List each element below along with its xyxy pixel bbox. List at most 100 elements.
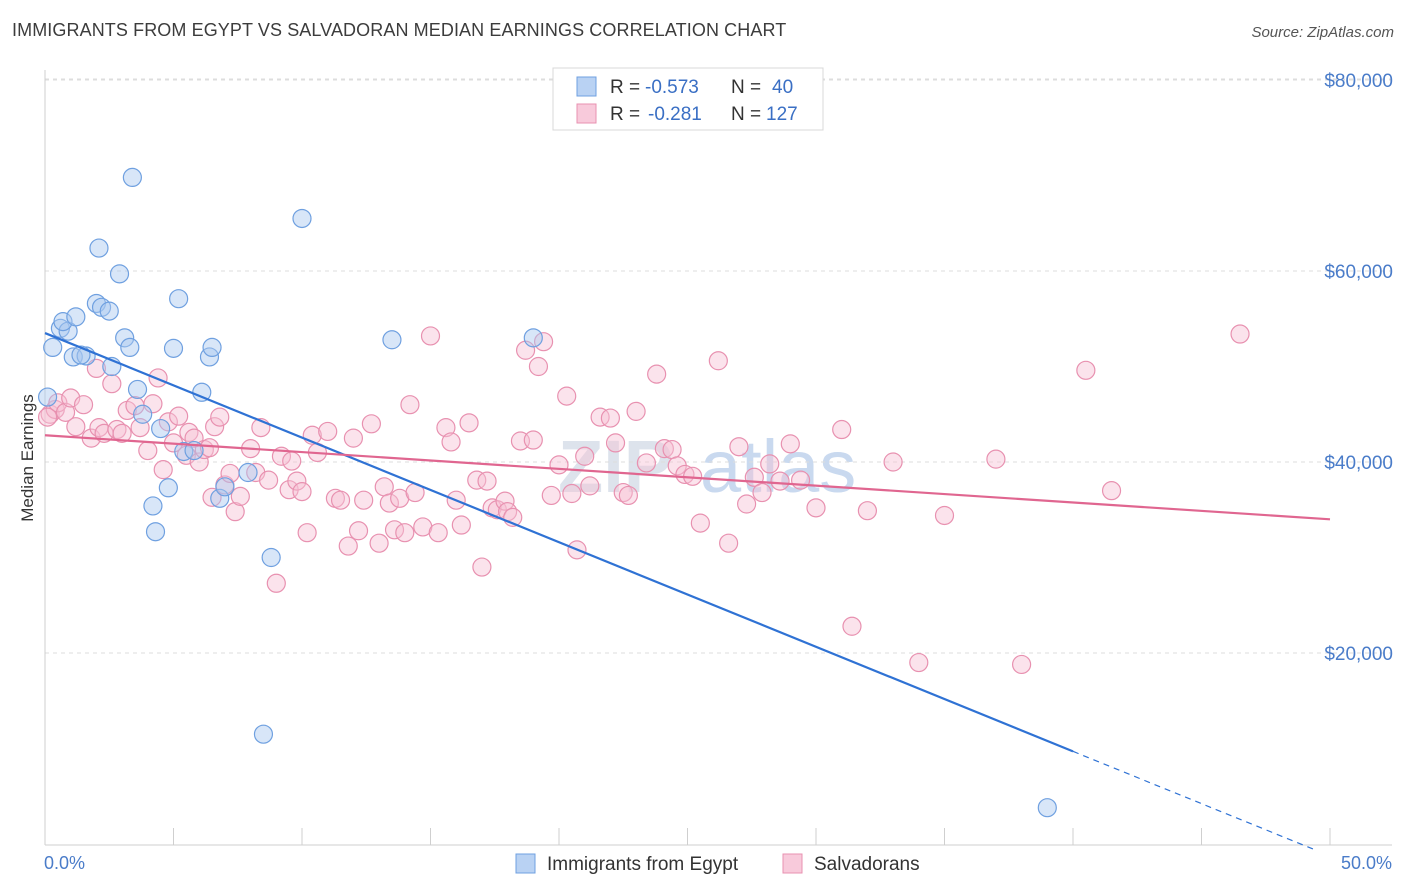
salvadorans-point-50 xyxy=(318,421,338,442)
salvadorans-point-122 xyxy=(883,452,903,472)
salvadorans-point-115 xyxy=(770,471,790,491)
y-tick-label-2: $60,000 xyxy=(1324,262,1393,283)
salvadorans-point-130 xyxy=(37,407,58,427)
salvadorans-point-102 xyxy=(654,439,674,459)
salvadorans-point-119 xyxy=(832,419,852,440)
egypt-point-13 xyxy=(109,264,130,284)
salvadorans-point-123 xyxy=(909,652,929,673)
bottom-legend-label-salvadorans: Salvadorans xyxy=(814,854,920,875)
egypt-point-12 xyxy=(89,238,109,258)
egypt-point-4 xyxy=(53,312,73,332)
egypt-point-5 xyxy=(66,307,86,327)
salvadorans-point-54 xyxy=(343,428,363,448)
stats-legend-box xyxy=(552,67,824,131)
bottom-legend-label-egypt: Immigrants from Egypt xyxy=(547,854,739,875)
egypt-point-26 xyxy=(174,441,194,462)
salvadorans-point-60 xyxy=(379,493,399,513)
salvadorans-point-117 xyxy=(790,470,811,490)
salvadorans-point-47 xyxy=(297,523,317,543)
salvadorans-point-107 xyxy=(690,513,710,533)
salvadorans-point-96 xyxy=(605,433,626,453)
egypt-point-34 xyxy=(253,724,274,744)
legend-r-label-salvadorans: R = xyxy=(610,104,640,125)
egypt-point-11 xyxy=(99,301,119,321)
salvadorans-point-68 xyxy=(428,523,448,543)
salvadorans-point-3 xyxy=(55,402,76,422)
salvadorans-point-31 xyxy=(205,417,225,437)
salvadorans-point-23 xyxy=(169,406,189,426)
egypt-point-33 xyxy=(238,462,258,483)
salvadorans-point-110 xyxy=(729,437,749,457)
salvadorans-point-46 xyxy=(292,482,312,502)
salvadorans-point-53 xyxy=(338,536,358,556)
bottom-legend-swatch-salvadorans xyxy=(782,853,803,874)
series-legend: Immigrants from Egypt Salvadorans xyxy=(515,853,920,875)
salvadorans-point-90 xyxy=(562,483,582,504)
egypt-point-23 xyxy=(158,478,178,498)
salvadorans-point-40 xyxy=(258,470,279,490)
salvadorans-point-93 xyxy=(580,476,600,496)
legend-swatch-salvadorans xyxy=(576,103,597,124)
egypt-point-19 xyxy=(133,404,153,424)
egypt-point-22 xyxy=(145,522,166,542)
y-axis-label: Median Earnings xyxy=(18,394,37,522)
egypt-point-18 xyxy=(127,379,148,400)
egypt-trendline xyxy=(44,332,1074,753)
salvadorans-point-114 xyxy=(760,454,780,474)
salvadorans-point-21 xyxy=(158,412,178,432)
salvadorans-point-12 xyxy=(107,419,127,440)
series-egypt-points xyxy=(37,167,1057,818)
salvadorans-point-125 xyxy=(986,449,1006,469)
salvadorans-point-94 xyxy=(590,407,610,427)
salvadorans-point-86 xyxy=(533,332,554,352)
salvadorans-point-63 xyxy=(395,523,415,543)
salvadorans-point-52 xyxy=(330,490,351,510)
salvadorans-point-8 xyxy=(86,358,107,379)
salvadorans-point-128 xyxy=(1101,481,1122,501)
egypt-point-31 xyxy=(210,488,230,508)
salvadorans-point-30 xyxy=(202,487,222,507)
salvadorans-point-70 xyxy=(441,432,461,452)
chart-source: Source: ZipAtlas.com xyxy=(1251,24,1394,41)
salvadorans-point-98 xyxy=(618,485,638,506)
egypt-point-39 xyxy=(1037,798,1057,818)
salvadorans-point-87 xyxy=(541,485,561,506)
salvadorans-point-72 xyxy=(451,515,471,535)
salvadorans-point-95 xyxy=(600,408,621,428)
salvadorans-point-25 xyxy=(179,422,199,442)
salvadorans-point-41 xyxy=(266,573,286,593)
salvadorans-point-105 xyxy=(675,464,695,485)
salvadorans-point-58 xyxy=(369,533,389,553)
egypt-point-36 xyxy=(292,208,312,229)
y-tick-labels: $20,000 $40,000 $60,000 $80,000 xyxy=(1324,71,1393,665)
egypt-point-30 xyxy=(202,337,222,357)
salvadorans-point-45 xyxy=(287,471,307,491)
salvadorans-point-109 xyxy=(719,533,739,553)
egypt-point-38 xyxy=(523,328,543,348)
salvadorans-point-120 xyxy=(842,616,862,636)
egypt-trendline-extension xyxy=(1072,750,1318,852)
egypt-point-32 xyxy=(215,477,235,497)
salvadorans-point-56 xyxy=(354,490,374,510)
y-tick-label-0: $20,000 xyxy=(1324,644,1393,665)
salvadorans-point-75 xyxy=(472,557,492,577)
axes xyxy=(44,70,1392,846)
salvadorans-point-97 xyxy=(613,482,633,503)
salvadorans-point-11 xyxy=(102,374,122,394)
salvadorans-point-88 xyxy=(549,455,569,475)
salvadorans-point-111 xyxy=(737,494,757,514)
salvadorans-point-100 xyxy=(636,453,656,473)
salvadorans-point-59 xyxy=(374,477,394,497)
salvadorans-point-113 xyxy=(752,482,772,503)
legend-r-value-egypt: -0.573 xyxy=(645,77,699,98)
salvadorans-point-127 xyxy=(1076,360,1096,380)
salvadorans-point-6 xyxy=(73,395,94,415)
salvadorans-point-129 xyxy=(1230,324,1250,344)
salvadorans-point-13 xyxy=(112,423,132,443)
salvadorans-point-32 xyxy=(210,407,230,427)
watermark: ZIP atlas xyxy=(558,425,856,508)
salvadorans-point-85 xyxy=(528,356,549,377)
salvadorans-point-116 xyxy=(780,434,800,454)
stats-legend: R = -0.573 N = 40 R = -0.281 N = 127 xyxy=(552,67,824,131)
salvadorans-point-64 xyxy=(400,395,420,415)
